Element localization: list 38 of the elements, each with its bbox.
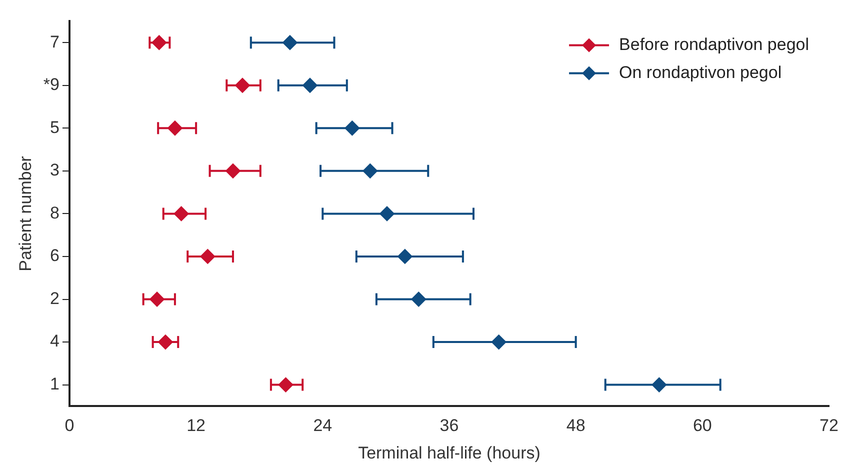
y-tick-label: 1 [50,374,60,394]
point [362,163,378,178]
point [652,377,667,392]
y-tick-label: 6 [50,246,60,266]
y-tick-label: 5 [50,118,60,137]
x-tick-label: 72 [820,416,838,436]
x-tick-label: 60 [692,416,712,436]
y-tick-label: 8 [50,203,60,222]
point [344,120,360,136]
y-tick-label: 2 [50,288,60,308]
y-tick-label: *9 [43,75,60,94]
point [150,292,165,307]
point [225,163,240,178]
point [174,206,189,222]
point [152,35,167,50]
y-tick-label: 7 [50,32,60,52]
point [491,334,506,350]
point [200,248,216,264]
y-tick-label: 4 [50,332,60,351]
x-tick-label: 36 [440,416,459,436]
point [158,334,173,350]
point [379,206,394,222]
point [278,377,294,392]
point [411,292,426,307]
x-tick-label: 12 [186,416,206,436]
y-tick-label: 3 [50,160,60,180]
point [397,248,412,264]
point [167,120,182,136]
point [234,78,250,93]
x-tick-label: 48 [566,416,586,436]
legend-label: On rondaptivon pegol [619,62,782,82]
y-axis-title: Patient number [16,156,35,272]
x-tick-label: 24 [313,416,332,436]
point [302,78,318,93]
legend-label: Before rondaptivon pegol [619,34,810,54]
x-axis-title: Terminal half-life (hours) [358,443,540,462]
x-tick-label: 0 [64,416,74,436]
point [282,35,298,50]
